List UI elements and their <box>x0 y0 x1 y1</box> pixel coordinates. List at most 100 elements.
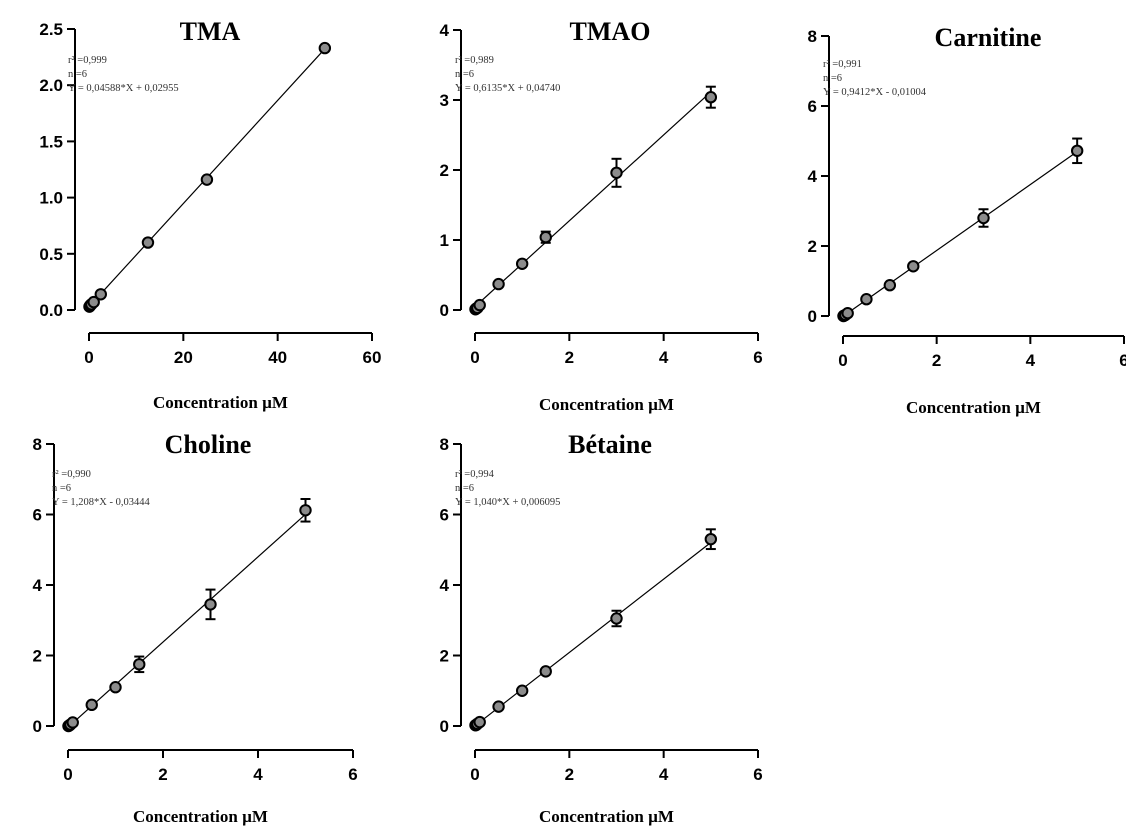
x-tick-label: 2 <box>565 348 574 367</box>
regression-annotation: n =6 <box>455 69 474 80</box>
data-point <box>204 598 217 611</box>
data-point <box>473 715 486 729</box>
data-point <box>841 307 854 320</box>
data-point <box>539 665 552 678</box>
x-axis-label: Concentration µM <box>539 395 674 414</box>
chart-panel: TMAO 0 1 2 3 4 0 2 4 6 Concentration µM r² =0,989 n … <box>440 17 763 414</box>
x-tick-label: 2 <box>565 765 574 784</box>
data-point <box>515 257 529 270</box>
data-point <box>883 279 897 292</box>
data-point <box>85 698 98 712</box>
y-tick-label: 2 <box>808 237 817 256</box>
y-tick-label: 4 <box>808 167 818 186</box>
y-tick-label: 8 <box>440 435 449 454</box>
y-tick-label: 6 <box>808 97 817 116</box>
y-tick-label: 0 <box>440 717 449 736</box>
x-tick-label: 6 <box>1119 351 1126 370</box>
regression-annotation: r² =0,994 <box>455 469 495 480</box>
x-tick-label: 2 <box>158 765 167 784</box>
data-point <box>704 532 718 546</box>
data-point <box>133 658 146 671</box>
y-tick-label: 3 <box>440 91 449 110</box>
regression-line <box>843 151 1078 317</box>
data-point <box>977 211 990 225</box>
data-point <box>109 681 122 694</box>
data-point <box>610 612 623 625</box>
x-axis-label: Concentration µM <box>539 807 674 826</box>
x-tick-label: 4 <box>659 765 669 784</box>
data-point <box>299 504 312 517</box>
data-point <box>515 684 529 697</box>
y-tick-label: 4 <box>440 21 450 40</box>
regression-annotation: Y = 0,9412*X - 0,01004 <box>823 87 927 98</box>
chart-panel: TMA 0.0 0.5 1.0 1.5 2.0 2.5 0 20 40 60 Concentratio… <box>39 17 381 412</box>
x-tick-label: 40 <box>268 348 287 367</box>
x-tick-label: 4 <box>659 348 669 367</box>
data-point <box>473 298 486 312</box>
y-tick-label: 6 <box>440 506 449 525</box>
data-point <box>610 166 623 180</box>
y-tick-label: 6 <box>33 506 42 525</box>
chart-panel: Bétaine 0 2 4 6 8 0 2 4 6 Concentration µM r² =0,99… <box>440 430 763 826</box>
x-tick-label: 0 <box>838 351 847 370</box>
y-tick-label: 2 <box>440 161 449 180</box>
x-axis-label: Concentration µM <box>133 807 268 826</box>
regression-annotation: n =6 <box>52 483 71 494</box>
regression-annotation: r² =0,990 <box>52 469 91 480</box>
data-point <box>539 231 552 244</box>
regression-annotation: Y = 0,04588*X + 0,02955 <box>68 83 179 94</box>
data-point <box>66 716 79 729</box>
x-tick-label: 0 <box>470 348 479 367</box>
y-tick-label: 8 <box>808 27 817 46</box>
data-point <box>860 293 873 306</box>
data-point <box>200 173 214 186</box>
y-tick-label: 2.5 <box>39 20 63 39</box>
data-point <box>492 277 505 291</box>
regression-line <box>475 91 712 307</box>
x-axis-label: Concentration µM <box>906 398 1041 417</box>
regression-annotation: r² =0,999 <box>68 55 107 66</box>
regression-annotation: Y = 0,6135*X + 0,04740 <box>455 83 560 94</box>
y-tick-label: 0 <box>33 717 42 736</box>
chart-panel: Choline 0 2 4 6 8 0 2 4 6 Concentration µM r² =0,99… <box>33 430 358 826</box>
x-tick-label: 4 <box>253 765 263 784</box>
y-tick-label: 2 <box>440 647 449 666</box>
data-point <box>704 91 718 104</box>
data-point <box>907 260 920 273</box>
y-tick-label: 1.0 <box>39 189 63 208</box>
x-tick-label: 0 <box>63 765 72 784</box>
y-tick-label: 2.0 <box>39 76 63 95</box>
y-tick-label: 0.5 <box>39 245 63 264</box>
data-point <box>94 288 107 301</box>
x-tick-label: 6 <box>348 765 357 784</box>
y-tick-label: 4 <box>440 576 450 595</box>
x-tick-label: 20 <box>174 348 193 367</box>
y-tick-label: 0 <box>808 307 817 326</box>
chart-title: Carnitine <box>935 23 1042 52</box>
y-tick-label: 0.0 <box>39 301 63 320</box>
data-point <box>1070 144 1084 158</box>
data-point <box>141 236 155 249</box>
y-tick-label: 1 <box>440 231 449 250</box>
data-point <box>318 41 332 55</box>
chart-title: Bétaine <box>568 430 652 459</box>
y-tick-label: 1.5 <box>39 132 63 151</box>
x-axis-label: Concentration µM <box>153 393 288 412</box>
y-tick-label: 2 <box>33 647 42 666</box>
y-tick-label: 0 <box>440 301 449 320</box>
regression-annotation: n =6 <box>823 73 842 84</box>
y-tick-label: 4 <box>33 576 43 595</box>
chart-title: Choline <box>165 430 252 459</box>
x-tick-label: 6 <box>753 348 762 367</box>
chart-panel: Carnitine 0 2 4 6 8 0 2 4 6 Concentration µM r² =0,… <box>808 23 1126 417</box>
regression-annotation: Y = 1,040*X + 0,006095 <box>455 497 560 508</box>
chart-title: TMAO <box>570 17 651 46</box>
x-tick-label: 0 <box>84 348 93 367</box>
y-tick-label: 8 <box>33 435 42 454</box>
data-point <box>87 295 100 309</box>
data-point <box>492 700 505 713</box>
x-tick-label: 2 <box>932 351 941 370</box>
x-tick-label: 60 <box>363 348 382 367</box>
x-tick-label: 6 <box>753 765 762 784</box>
